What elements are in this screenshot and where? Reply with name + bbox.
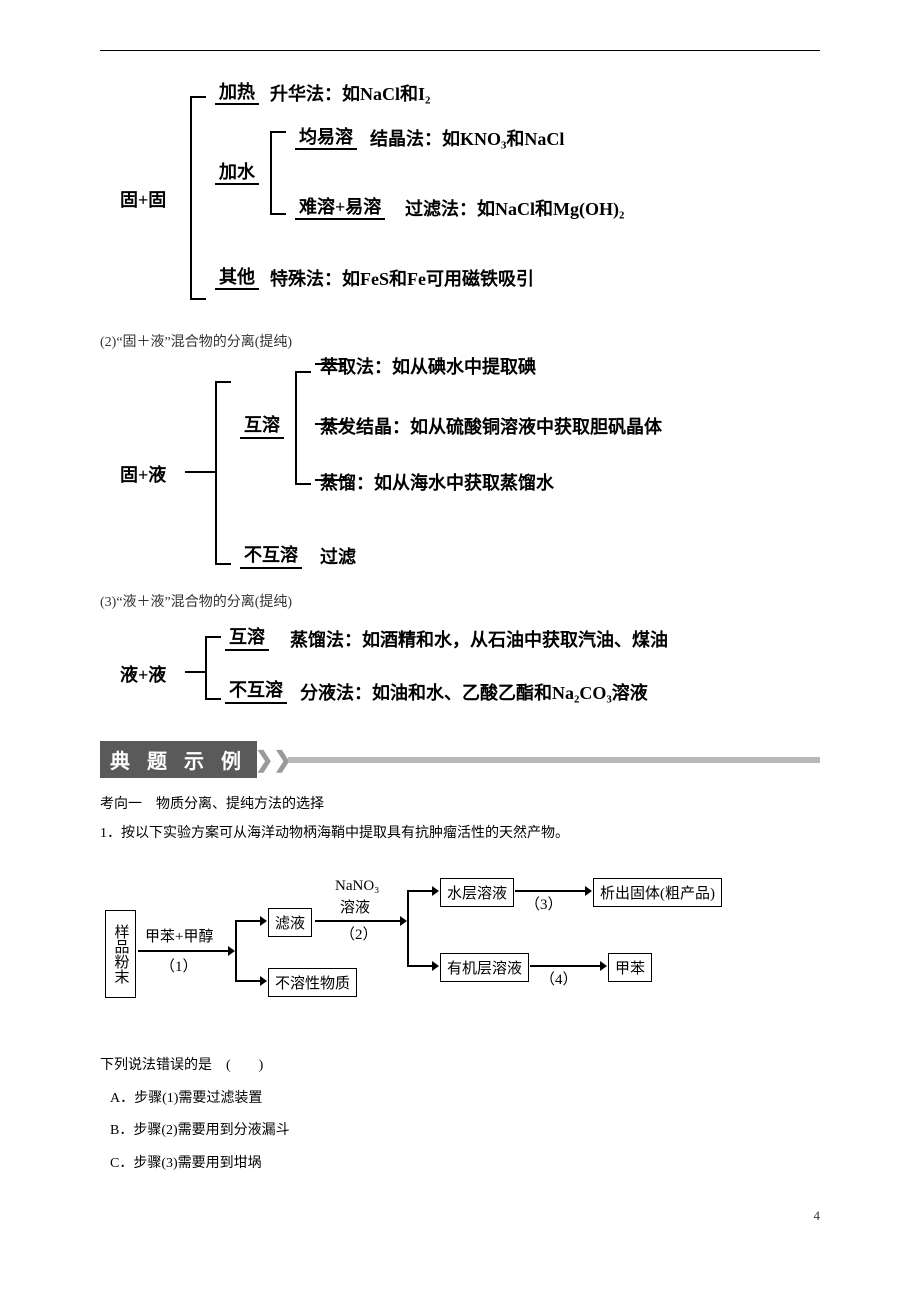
evap-text: 蒸发结晶：如从硫酸铜溶液中获取胆矾晶体 <box>320 413 662 439</box>
arrow-icon <box>235 920 260 922</box>
soluble-label: 均易溶 <box>295 126 357 150</box>
split-line <box>235 920 237 980</box>
miscible-label: 互溶 <box>225 623 269 651</box>
root-label: 液+液 <box>120 661 166 687</box>
label-nano3-2: 溶液 <box>340 896 370 917</box>
question-stem: 1．按以下实验方案可从海洋动物柄海鞘中提取具有抗肿瘤活性的天然产物。 <box>100 823 820 845</box>
heat-text: 升华法：如NaCl和I₂ <box>270 83 430 105</box>
root-label: 固+固 <box>120 186 166 212</box>
tree-solid-solid: 固+固 加热 升华法：如NaCl和I₂ 加水 均易溶 结晶法：如KNO₃和NaC… <box>120 81 820 311</box>
brace-icon <box>190 96 206 300</box>
page-number: 4 <box>100 1208 820 1224</box>
flow-diagram: 样品粉末 甲苯+甲醇 （1） 滤液 不溶性物质 NaNO₃ 溶液 （2） 水层溶… <box>100 860 820 1040</box>
water-label: 加水 <box>215 161 259 185</box>
option-b: B．步骤(2)需要用到分液漏斗 <box>110 1118 820 1145</box>
box-organic: 有机层溶液 <box>440 953 529 982</box>
brace-icon <box>270 131 286 215</box>
arrow-icon <box>315 920 400 922</box>
other-label: 其他 <box>215 266 259 290</box>
brace-icon <box>205 636 221 700</box>
arrow-icon <box>530 965 600 967</box>
distill-text: 蒸馏：如从海水中获取蒸馏水 <box>320 469 554 495</box>
arrow-icon <box>407 965 432 967</box>
brace-icon <box>215 381 231 565</box>
label-nano3-1: NaNO₃ <box>335 878 379 895</box>
box-filtrate: 滤液 <box>268 908 312 937</box>
top-rule <box>100 50 820 51</box>
chevron-icon: ❯❯ <box>255 747 292 773</box>
caption-ll: (3)“液＋液”混合物的分离(提纯) <box>100 591 820 611</box>
root-label: 固+液 <box>120 461 166 487</box>
box-toluene: 甲苯 <box>608 953 652 982</box>
arrow-icon <box>235 980 260 982</box>
connector-line <box>185 671 205 673</box>
question-tail: 下列说法错误的是 ( ) <box>100 1055 820 1077</box>
miscible-label: 互溶 <box>240 411 284 439</box>
miscible-text: 蒸馏法：如酒精和水，从石油中获取汽油、煤油 <box>290 626 668 652</box>
arrow-icon <box>138 950 228 952</box>
immiscible-text: 过滤 <box>320 543 356 569</box>
section-header: 典 题 示 例 ❯❯ <box>100 741 820 778</box>
connector-line <box>185 471 215 473</box>
option-c: C．步骤(3)需要用到坩埚 <box>110 1151 820 1178</box>
caption-sl: (2)“固＋液”混合物的分离(提纯) <box>100 331 820 351</box>
arrow-icon <box>407 890 432 892</box>
exam-direction: 考向一 物质分离、提纯方法的选择 <box>100 793 820 813</box>
insoluble-label: 难溶+易溶 <box>295 196 385 220</box>
section-title: 典 题 示 例 <box>100 741 257 778</box>
label-step2: （2） <box>340 923 378 944</box>
brace-icon <box>295 371 311 485</box>
section-rule <box>288 757 820 763</box>
arrow-icon <box>515 890 585 892</box>
insoluble-text: 过滤法：如NaCl和Mg(OH)₂ <box>405 198 624 220</box>
box-sample: 样品粉末 <box>105 910 136 998</box>
heat-label: 加热 <box>215 81 259 105</box>
split-line <box>407 890 409 965</box>
immiscible-label: 不互溶 <box>240 541 302 569</box>
other-text: 特殊法：如FeS和Fe可用磁铁吸引 <box>270 268 534 290</box>
label-solvent: 甲苯+甲醇 <box>145 925 213 946</box>
extract-text: 萃取法：如从碘水中提取碘 <box>320 353 536 379</box>
box-insoluble: 不溶性物质 <box>268 968 357 997</box>
immiscible-text: 分液法：如油和水、乙酸乙酯和Na₂CO₃溶液 <box>300 679 648 705</box>
tree-solid-liquid: 固+液 互溶 萃取法：如从碘水中提取碘 蒸发结晶：如从硫酸铜溶液中获取胆矾晶体 … <box>120 371 820 571</box>
box-product: 析出固体(粗产品) <box>593 878 722 907</box>
label-step4: （4） <box>540 968 578 989</box>
immiscible-label: 不互溶 <box>225 676 287 704</box>
box-aqueous: 水层溶液 <box>440 878 514 907</box>
tree-liquid-liquid: 液+液 互溶 蒸馏法：如酒精和水，从石油中获取汽油、煤油 不互溶 分液法：如油和… <box>120 631 820 711</box>
soluble-text: 结晶法：如KNO₃和NaCl <box>370 128 564 150</box>
option-a: A．步骤(1)需要过滤装置 <box>110 1086 820 1113</box>
label-step1: （1） <box>160 955 198 976</box>
label-step3: （3） <box>525 893 563 914</box>
